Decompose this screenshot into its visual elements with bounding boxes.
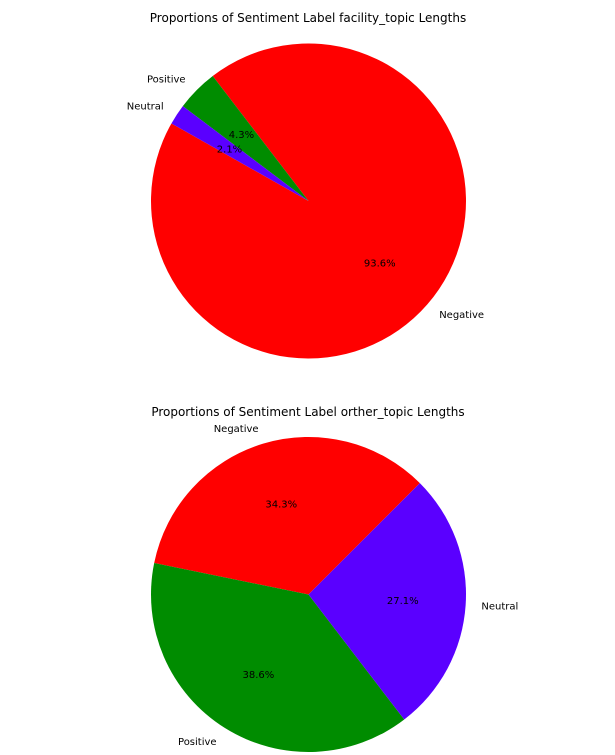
- pie-pct-label: 27.1%: [387, 596, 419, 607]
- chart-1-pie: 93.6% Negative 4.3% Positive 2.1% Neutral: [127, 43, 484, 359]
- pie-slice-negative: [154, 437, 420, 595]
- pie-pct-label: 38.6%: [242, 670, 274, 681]
- pie-pct-label: 93.6%: [364, 259, 396, 270]
- pie-category-label: Positive: [178, 737, 217, 748]
- pie-pct-label: 34.3%: [265, 500, 297, 511]
- pie-slice-neutral: [308, 483, 466, 720]
- pie-slice-negative: [151, 43, 466, 359]
- pie-pct-label: 4.3%: [229, 130, 254, 141]
- pie-slice-positive: [151, 563, 405, 752]
- chart-1-title: Proportions of Sentiment Label facility_…: [150, 11, 466, 25]
- pie-category-label: Neutral: [127, 101, 164, 112]
- chart-2-title: Proportions of Sentiment Label orther_to…: [151, 405, 464, 419]
- pie-slice-positive: [182, 75, 309, 201]
- pie-pct-label: 2.1%: [217, 145, 242, 156]
- pie-slice-neutral: [171, 106, 309, 201]
- pie-category-label: Negative: [439, 310, 484, 321]
- chart-2-pie: 34.3% Negative 38.6% Positive 27.1% Neutral: [151, 424, 518, 752]
- pie-category-label: Negative: [214, 424, 259, 435]
- pie-category-label: Neutral: [481, 601, 518, 612]
- pie-category-label: Positive: [147, 74, 186, 85]
